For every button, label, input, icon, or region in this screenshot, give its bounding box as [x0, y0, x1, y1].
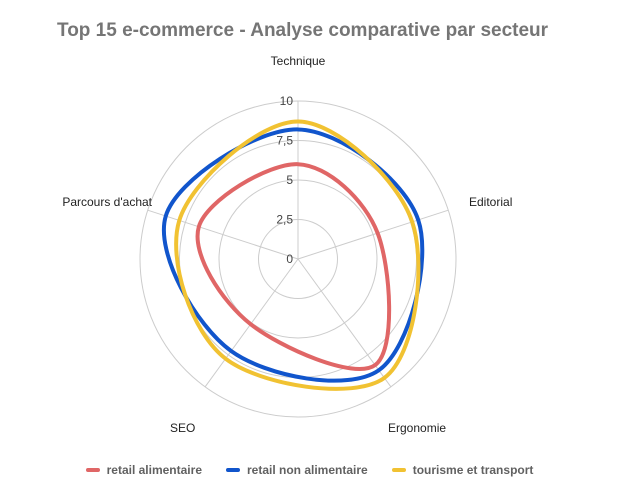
legend-swatch: [391, 468, 406, 472]
series-line-retail-non-alimentaire[interactable]: [162, 127, 425, 383]
series-line-retail-alimentaire[interactable]: [195, 162, 392, 371]
legend-item-retail-non-alimentaire[interactable]: retail non alimentaire: [226, 463, 368, 477]
axis-label: Ergonomie: [388, 421, 446, 435]
legend-label: retail alimentaire: [106, 463, 202, 477]
legend-item-retail-alimentaire[interactable]: retail alimentaire: [85, 463, 202, 477]
series-line-tourisme-et-transport[interactable]: [174, 119, 421, 391]
radar-chart: 0 2,5 5 7,5 10 Technique Editorial Ergonomie SE…: [62, 54, 512, 435]
legend-swatch: [226, 468, 240, 472]
radar-axis-labels: Technique Editorial Ergonomie SEO Parcours d…: [62, 54, 512, 435]
radar-tick-labels: 0 2,5 5 7,5 10: [276, 94, 293, 266]
legend-item-tourisme-et-transport[interactable]: tourisme et transport: [391, 463, 534, 477]
radar-grid: [139, 100, 457, 418]
tick-label: 10: [280, 94, 294, 108]
axis-label: SEO: [170, 421, 195, 435]
axis-label: Technique: [271, 54, 326, 68]
radar-series: [162, 119, 425, 391]
tick-label: 5: [286, 173, 293, 187]
axis-spoke: [297, 209, 449, 260]
chart-title: Top 15 e-commerce - Analyse comparative …: [57, 20, 549, 41]
tick-label: 7,5: [276, 134, 293, 148]
legend-label: tourisme et transport: [412, 463, 534, 477]
axis-label: Editorial: [469, 195, 512, 209]
legend: retail alimentaire retail non alimentair…: [0, 463, 619, 477]
axis-label: Parcours d'achat: [62, 195, 152, 209]
axis-spoke: [147, 209, 299, 260]
legend-swatch: [85, 468, 100, 472]
legend-label: retail non alimentaire: [247, 463, 368, 477]
tick-label: 2,5: [276, 213, 293, 227]
tick-label: 0: [286, 252, 293, 266]
